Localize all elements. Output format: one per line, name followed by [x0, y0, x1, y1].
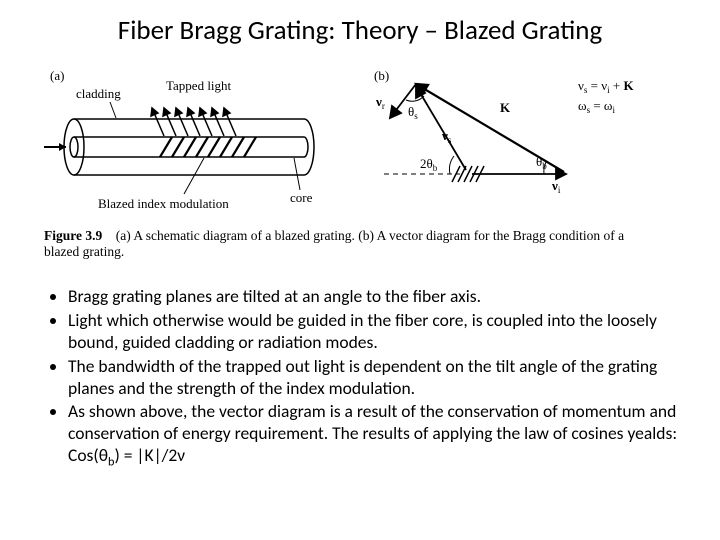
theta-b-label: θb: [536, 154, 547, 171]
cladding-label: cladding: [76, 86, 121, 101]
theta-s-label: θs: [408, 104, 418, 121]
panel-b-label: (b): [374, 68, 389, 83]
vs-label: νs: [441, 128, 452, 145]
figure-caption: Figure 3.9 (a) A schematic diagram of a …: [44, 228, 674, 260]
caption-text-a: (a) A schematic diagram of a blazed grat…: [116, 228, 624, 243]
page-title: Fiber Bragg Grating: Theory – Blazed Gra…: [0, 14, 720, 47]
caption-text-b: blazed grating.: [44, 244, 124, 259]
svg-text:ωs = ωi: ωs = ωi: [578, 98, 615, 116]
theta-s-arc: [406, 96, 424, 101]
two-theta-b-arc: [449, 156, 454, 174]
bullet-item: Bragg grating planes are tilted at an an…: [68, 286, 684, 308]
svg-text:νs = νi: νs = νi + K: [578, 78, 635, 96]
bullet-list: Bragg grating planes are tilted at an an…: [44, 286, 684, 472]
tapped-light-label: Tapped light: [166, 78, 232, 93]
figure-area: (a) cladding: [44, 62, 674, 222]
equation-group: νs = νi + K ωs = ωi: [578, 78, 635, 116]
two-theta-b-label: 2θb: [420, 156, 438, 173]
blazed-lines: [160, 137, 256, 157]
bullet-item: As shown above, the vector diagram is a …: [68, 401, 684, 470]
vi-label: νi: [551, 178, 561, 195]
panel-a-label: (a): [50, 68, 64, 83]
k-label: K: [500, 100, 511, 115]
bullet-item: The bandwidth of the trapped out light i…: [68, 356, 684, 400]
core-label: core: [290, 190, 313, 205]
bullet-item: Light which otherwise would be guided in…: [68, 310, 684, 354]
vr-label: νr: [375, 94, 385, 111]
figure-svg: (a) cladding: [44, 62, 674, 222]
caption-figure-label: Figure 3.9: [44, 228, 102, 243]
tapped-arrows: [151, 108, 236, 136]
blazed-modulation-label: Blazed index modulation: [98, 196, 229, 211]
slide-root: Fiber Bragg Grating: Theory – Blazed Gra…: [0, 0, 720, 540]
